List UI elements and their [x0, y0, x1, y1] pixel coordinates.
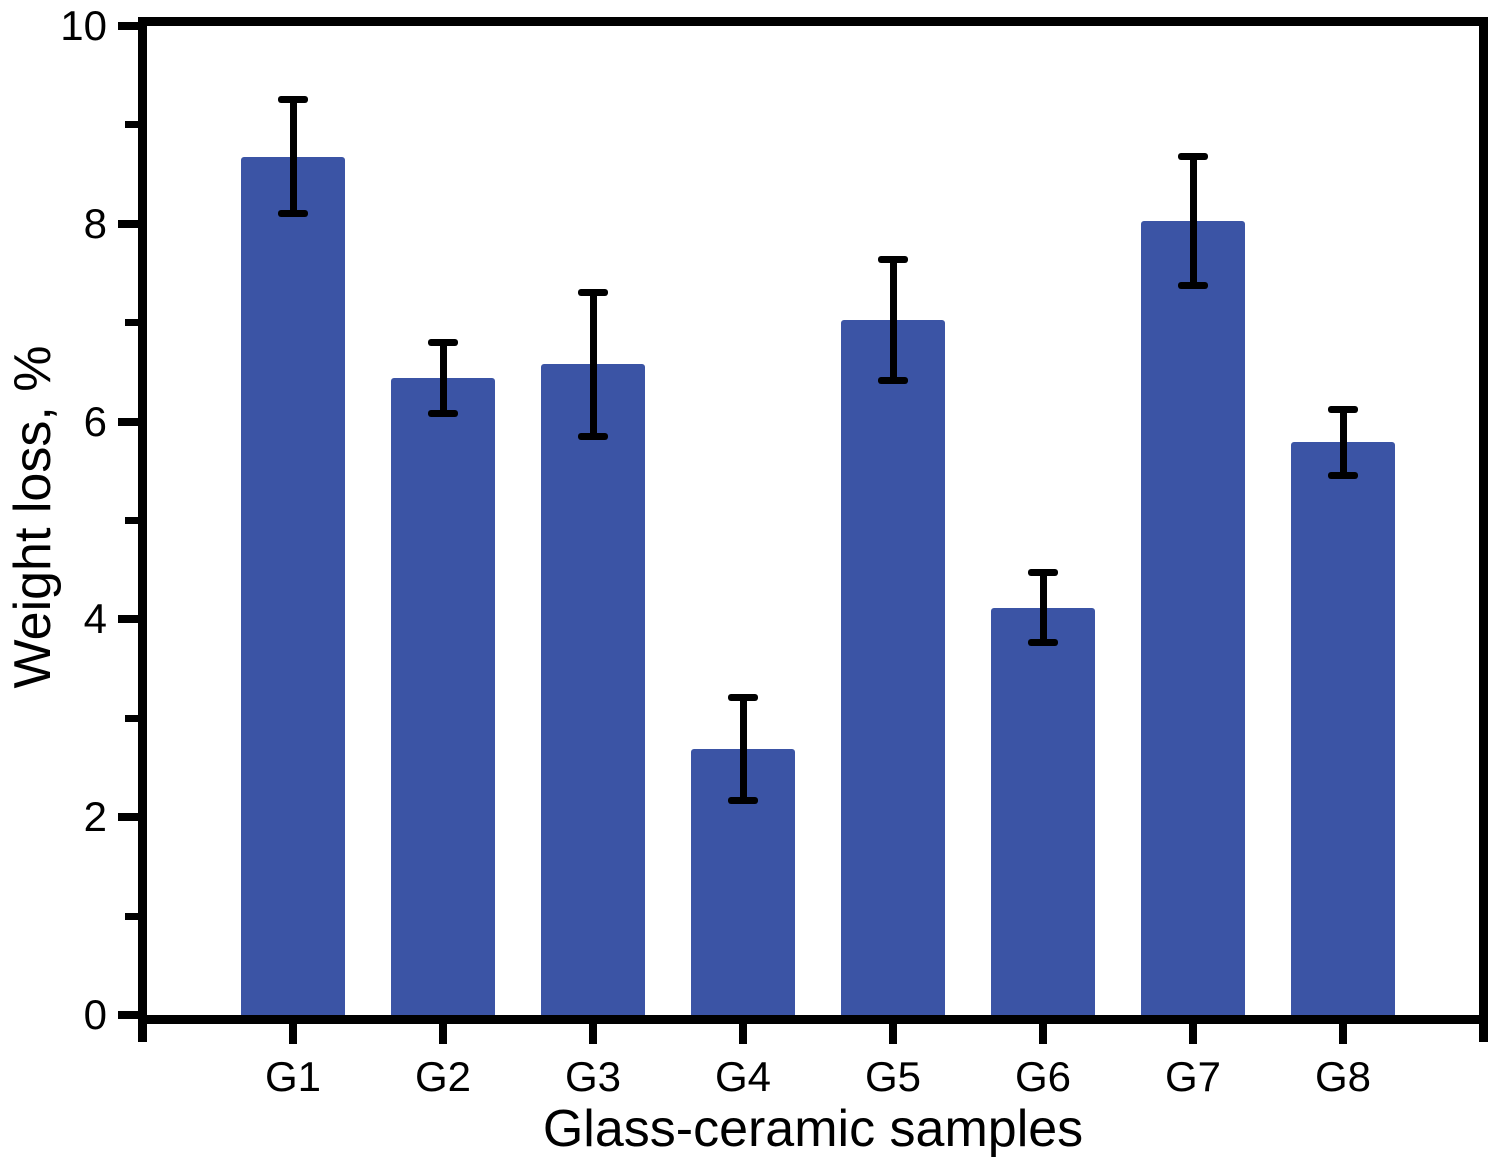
error-bar-g8 [1339, 409, 1347, 475]
y-minor-tick-7 [125, 319, 138, 327]
error-bar-g1 [289, 99, 297, 214]
axis-corner-stub-right [1479, 1024, 1488, 1042]
error-cap-bottom-g1 [278, 210, 308, 218]
x-tick-g6 [1039, 1024, 1047, 1044]
error-cap-bottom-g2 [428, 410, 458, 418]
y-tick-label-0: 0 [83, 991, 107, 1038]
y-major-tick-6 [118, 417, 138, 426]
bar-g8 [1291, 442, 1395, 1015]
x-tick-label-g1: G1 [264, 1053, 322, 1100]
x-tick-g7 [1189, 1024, 1197, 1044]
error-cap-top-g4 [728, 694, 758, 702]
x-tick-label-g8: G8 [1314, 1053, 1372, 1100]
y-minor-tick-1 [125, 912, 138, 920]
y-tick-label-8: 8 [83, 199, 107, 247]
error-cap-top-g2 [428, 338, 458, 346]
x-axis-title: Glass-ceramic samples [542, 1100, 1084, 1158]
plot-area: Weight loss, % Glass-ceramic samples G1 G… [4, 5, 1488, 1155]
error-bar-g6 [1039, 572, 1047, 643]
error-cap-top-g3 [578, 288, 608, 296]
error-cap-bottom-g6 [1028, 638, 1058, 646]
axis-corner-stub-left [138, 1024, 147, 1042]
y-major-tick-8 [118, 219, 138, 228]
x-tick-label-g4: G4 [714, 1053, 772, 1100]
error-cap-top-g6 [1028, 569, 1058, 577]
error-bar-g3 [589, 292, 597, 437]
x-tick-label-g2: G2 [414, 1053, 472, 1100]
error-cap-bottom-g7 [1178, 281, 1208, 289]
error-cap-bottom-g4 [728, 796, 758, 804]
x-tick-g8 [1339, 1024, 1347, 1044]
error-bar-g5 [889, 259, 897, 381]
x-tick-g3 [589, 1024, 597, 1044]
y-tick-label-2: 2 [83, 793, 107, 841]
error-cap-bottom-g3 [578, 432, 608, 440]
x-tick-g2 [439, 1024, 447, 1044]
x-tick-label-g3: G3 [564, 1053, 622, 1100]
bar-g1 [241, 156, 345, 1015]
y-minor-tick-3 [125, 714, 138, 722]
y-major-tick-4 [118, 615, 138, 624]
y-minor-tick-5 [125, 517, 138, 524]
x-tick-g1 [289, 1024, 297, 1044]
error-cap-top-g5 [878, 255, 908, 263]
y-minor-tick-9 [125, 121, 138, 129]
error-cap-bottom-g8 [1328, 471, 1358, 479]
error-cap-bottom-g5 [878, 376, 908, 384]
error-bar-g2 [439, 342, 447, 414]
bar-g7 [1141, 220, 1245, 1015]
x-tick-label-g7: G7 [1164, 1053, 1222, 1100]
bar-g3 [541, 364, 645, 1015]
error-bar-g7 [1189, 156, 1197, 286]
y-tick-label-10: 10 [60, 2, 107, 49]
y-major-tick-10 [118, 22, 138, 30]
y-tick-label-4: 4 [83, 595, 107, 643]
y-tick-label-6: 6 [83, 397, 107, 445]
error-cap-top-g7 [1178, 153, 1208, 161]
bar-g6 [991, 607, 1095, 1015]
error-cap-top-g8 [1328, 406, 1358, 414]
x-tick-label-g5: G5 [864, 1053, 922, 1100]
error-bar-g4 [739, 697, 747, 801]
x-tick-g5 [889, 1024, 897, 1044]
y-major-tick-2 [118, 813, 138, 822]
bar-g2 [391, 378, 495, 1015]
y-axis-title: Weight loss, % [4, 345, 62, 689]
y-major-tick-0 [118, 1011, 138, 1019]
x-tick-label-g6: G6 [1014, 1053, 1072, 1100]
bar-g5 [841, 319, 945, 1015]
error-cap-top-g1 [278, 95, 308, 103]
x-tick-g4 [739, 1024, 747, 1044]
